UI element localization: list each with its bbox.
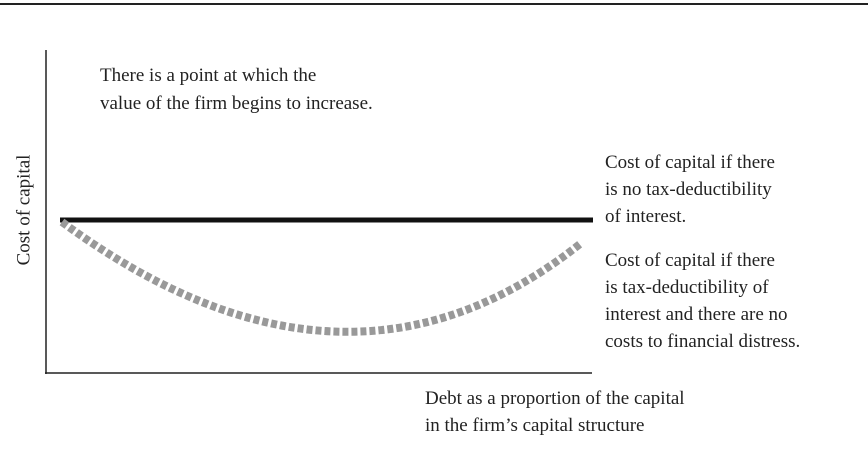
dashed-label-line: is tax-deductibility of: [605, 277, 769, 298]
dashed-label-line: interest and there are no: [605, 304, 788, 325]
top-note-line: There is a point at which the: [100, 65, 316, 86]
y-axis-label: Cost of capital: [13, 155, 34, 266]
dashed-label-line: Cost of capital if there: [605, 250, 775, 271]
x-axis-label-line: Debt as a proportion of the capital: [425, 388, 685, 409]
dashed-label-line: costs to financial distress.: [605, 331, 800, 352]
top-note-line: value of the firm begins to increase.: [100, 93, 373, 114]
solid-label-line: is no tax-deductibility: [605, 179, 772, 200]
solid-label-line: Cost of capital if there: [605, 152, 775, 173]
x-axis-label-line: in the firm’s capital structure: [425, 415, 644, 436]
dashed-cost-curve: [59, 218, 583, 336]
solid-label-line: of interest.: [605, 206, 686, 227]
